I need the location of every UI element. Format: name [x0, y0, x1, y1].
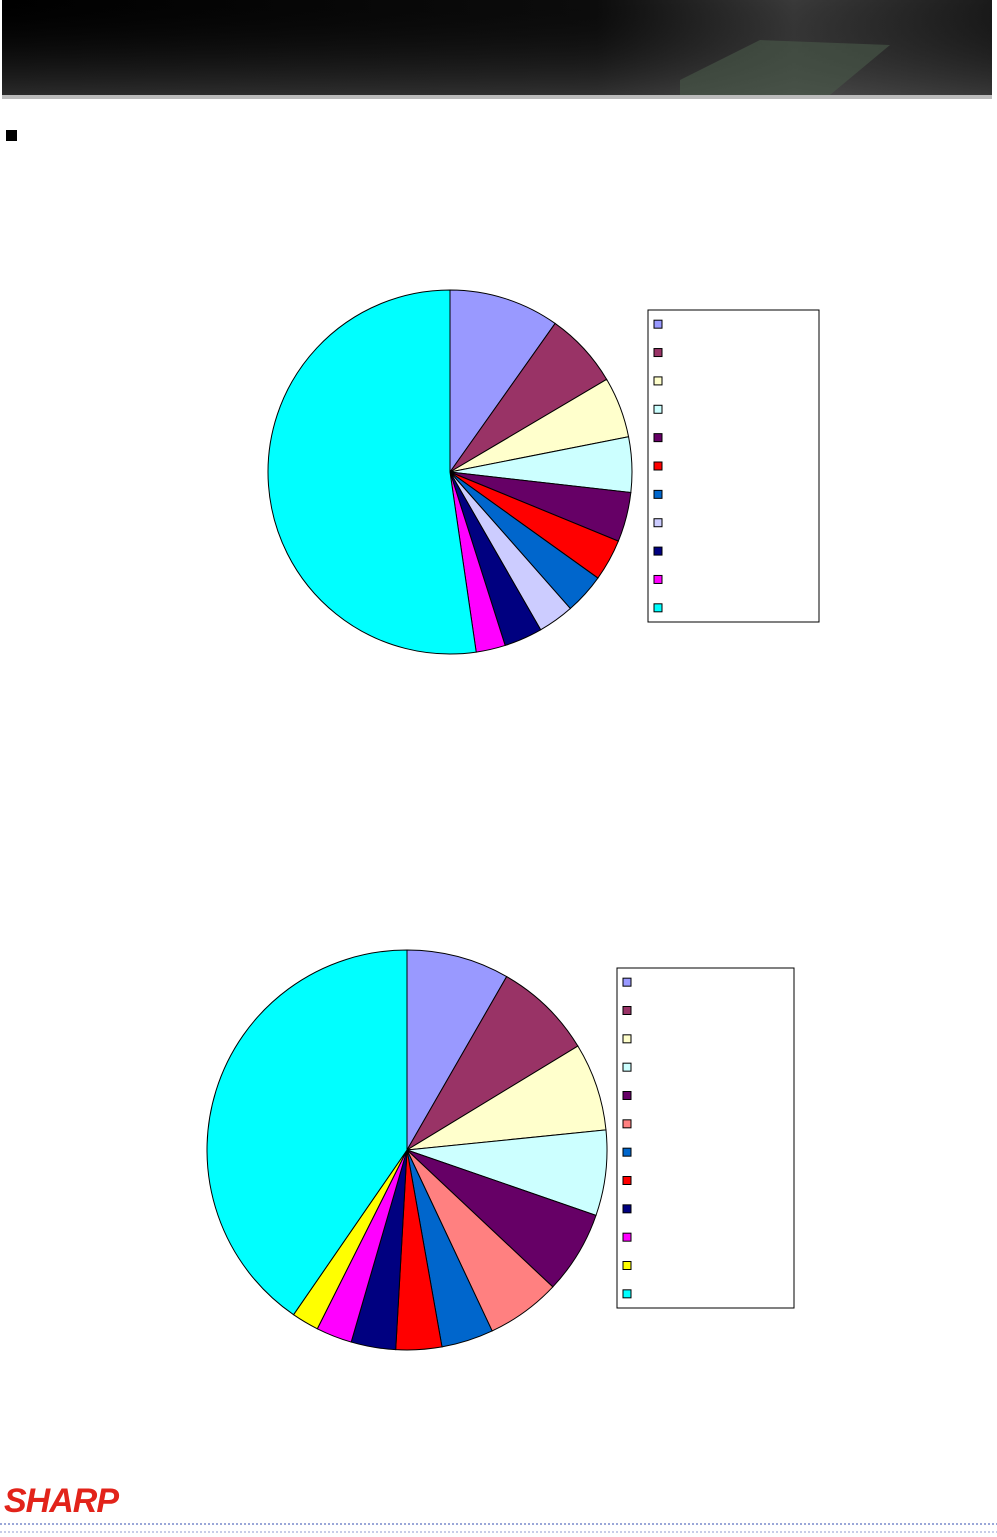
legend-swatch	[653, 433, 663, 443]
pie-slice	[206, 949, 408, 1316]
legend-swatch	[653, 518, 663, 528]
legend-swatch	[622, 1034, 632, 1044]
legend-swatch	[653, 546, 663, 556]
header-edge	[2, 95, 992, 99]
legend-box	[647, 309, 820, 623]
legend-swatch	[622, 1261, 632, 1270]
legend-swatch	[653, 404, 663, 414]
header-device	[680, 40, 890, 95]
legend-swatch	[622, 1091, 632, 1100]
legend-swatch	[653, 348, 663, 358]
bullet	[6, 130, 17, 141]
legend-swatch	[653, 603, 663, 613]
legend-swatch	[622, 1289, 632, 1299]
pie-slice	[406, 949, 508, 1152]
legend-swatch	[622, 1062, 632, 1072]
legend-swatch	[653, 376, 663, 386]
legend-swatch	[622, 977, 632, 987]
pie-slice	[449, 289, 556, 474]
pie-slice	[267, 289, 477, 655]
logo: SHARP	[4, 1482, 119, 1520]
legend-swatch	[622, 1232, 632, 1242]
legend-swatch	[622, 1204, 632, 1214]
legend-swatch	[653, 489, 663, 499]
legend-swatch	[653, 461, 663, 471]
pie-slice	[406, 975, 579, 1151]
legend-swatch	[622, 1147, 632, 1157]
legend-swatch	[622, 1119, 632, 1129]
legend-swatch	[622, 1176, 632, 1185]
legend-swatch	[653, 319, 663, 329]
legend-swatch	[622, 1006, 632, 1015]
legend-swatch	[653, 574, 663, 584]
legend-box	[616, 967, 795, 1309]
